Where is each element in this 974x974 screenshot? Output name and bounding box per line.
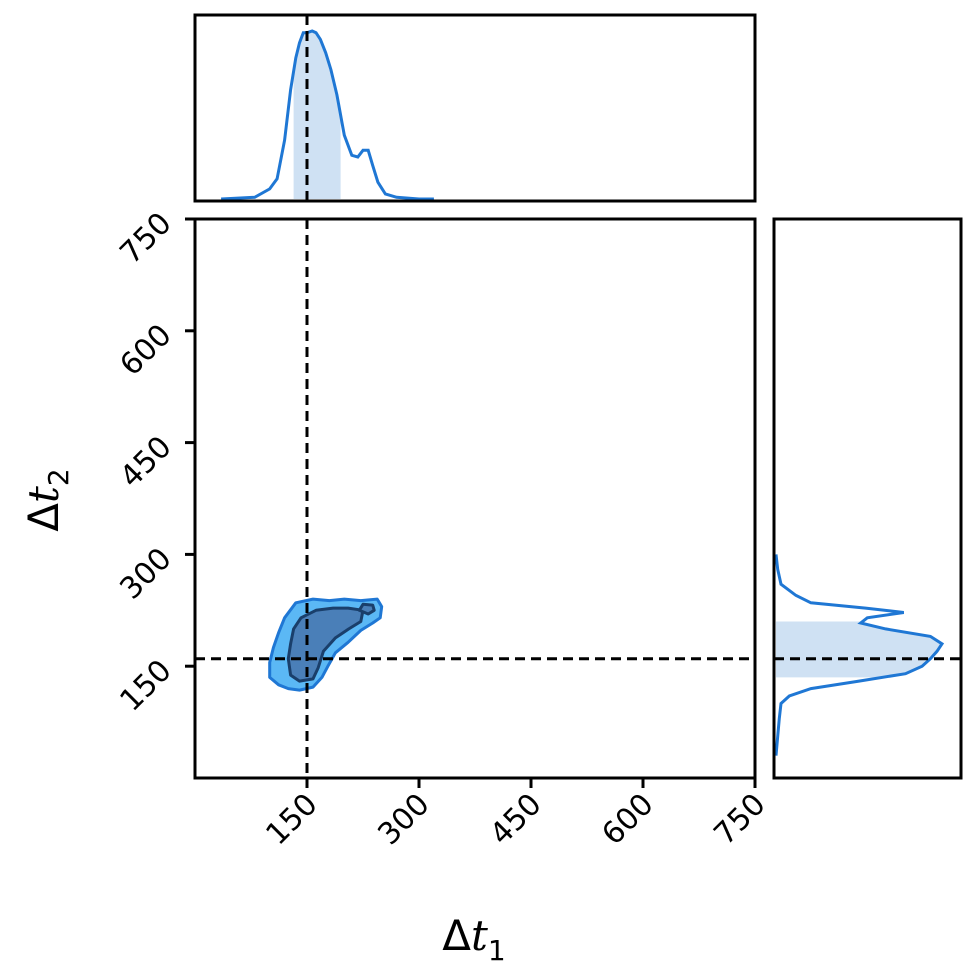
x-tick-label: 150 bbox=[259, 787, 324, 852]
marginal-dt2-curve bbox=[774, 554, 945, 756]
x-tick-label: 600 bbox=[595, 787, 660, 852]
marginal-dt1-panel bbox=[193, 13, 757, 203]
marginal-dt2-panel bbox=[772, 217, 963, 780]
joint-frame bbox=[193, 217, 757, 780]
marginal-dt1-credible-band bbox=[293, 31, 341, 199]
y-tick-label: 450 bbox=[113, 430, 178, 495]
marginal-dt2-credible-band bbox=[776, 621, 942, 678]
y-axis-ticks: 150 300 450 600 750 bbox=[113, 206, 195, 718]
x-axis-title: Δt1 bbox=[442, 911, 505, 967]
marginal-dt1-curve bbox=[221, 29, 434, 201]
x-tick-label: 750 bbox=[707, 787, 772, 852]
x-tick-label: 450 bbox=[483, 787, 548, 852]
y-tick-label: 600 bbox=[113, 318, 178, 383]
joint-panel: 150 300 450 600 750 150 300 450 600 750 bbox=[113, 206, 772, 852]
marginal-dt2-frame bbox=[772, 217, 963, 780]
y-axis-title: Δt2 bbox=[19, 468, 75, 531]
marginal-dt1-frame bbox=[193, 13, 757, 203]
y-tick-label: 750 bbox=[113, 206, 178, 271]
y-tick-label: 300 bbox=[113, 541, 178, 606]
y-tick-label: 150 bbox=[113, 653, 178, 718]
contour-island bbox=[357, 602, 376, 616]
x-tick-label: 300 bbox=[371, 787, 436, 852]
x-axis-ticks: 150 300 450 600 750 bbox=[259, 778, 773, 852]
